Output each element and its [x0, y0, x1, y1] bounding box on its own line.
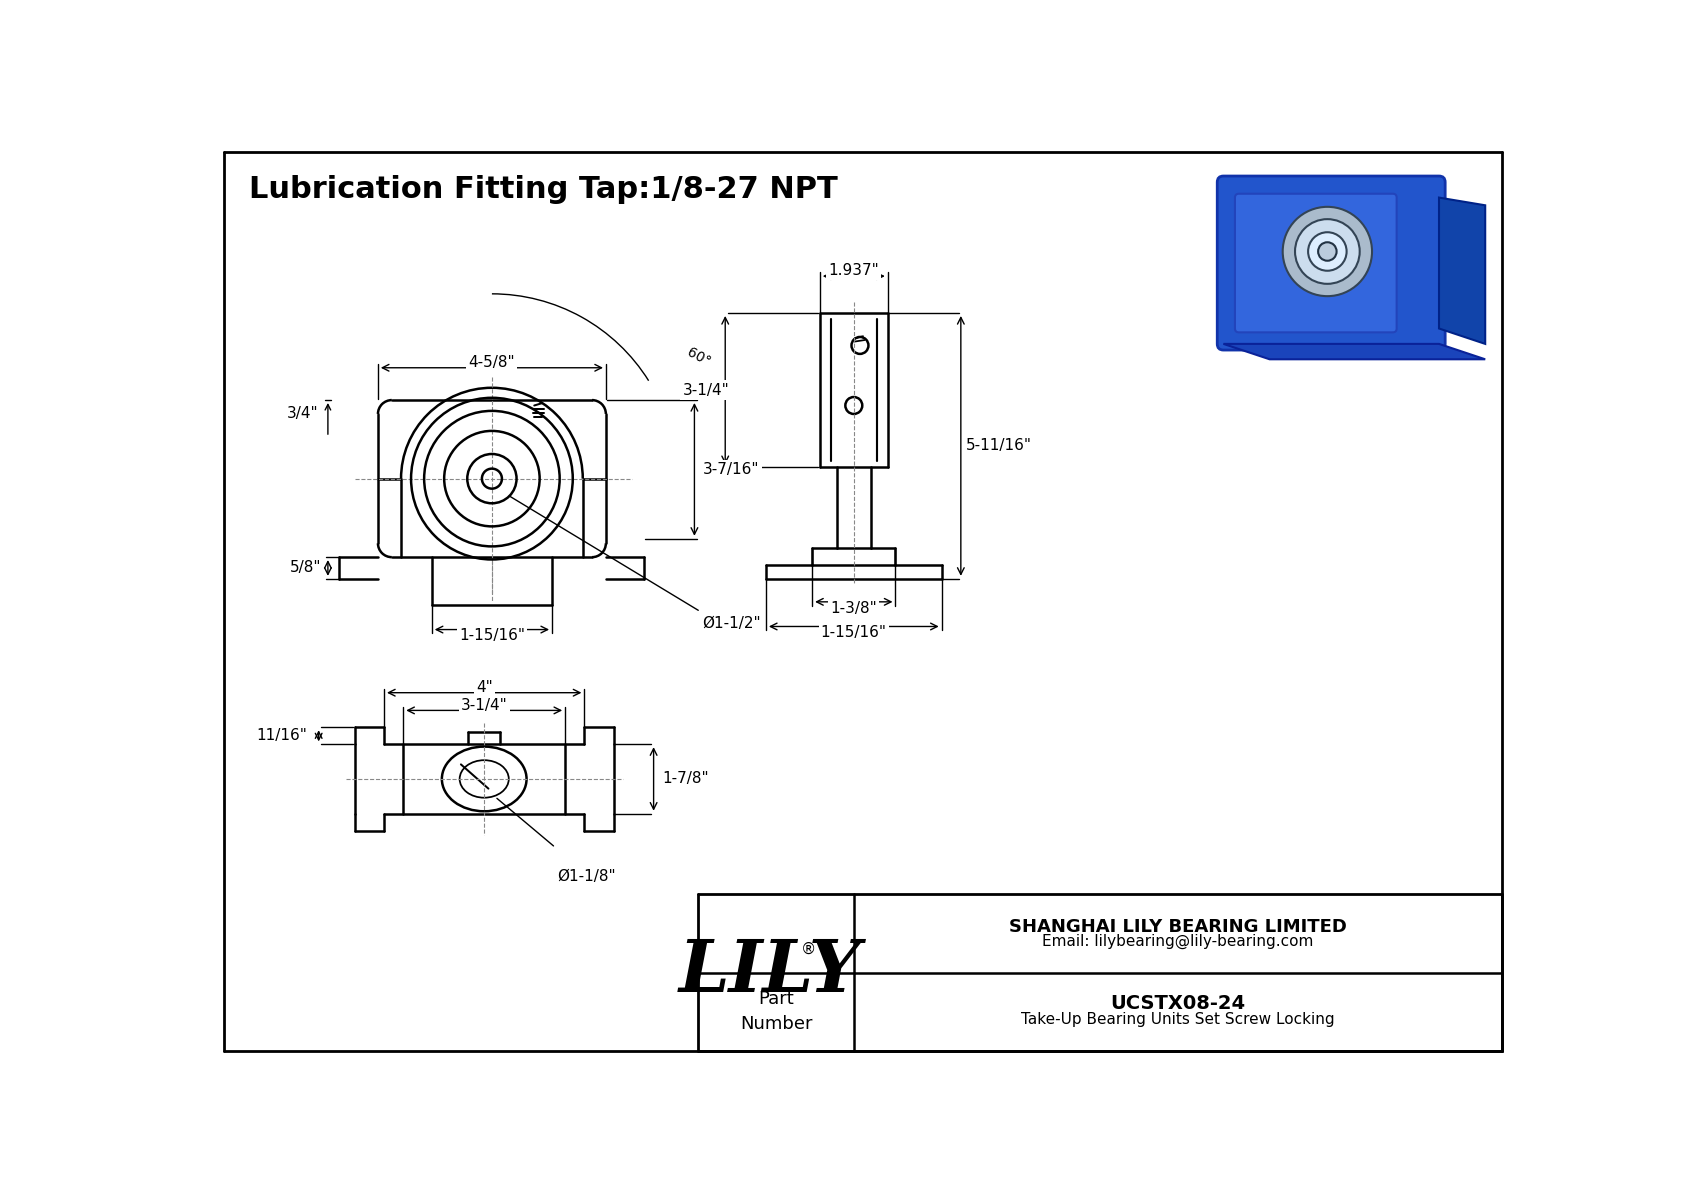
Text: 11/16": 11/16"	[256, 729, 306, 743]
Text: 4-5/8": 4-5/8"	[468, 355, 515, 370]
Text: 1-15/16": 1-15/16"	[460, 628, 525, 643]
Text: Email: lilybearing@lily-bearing.com: Email: lilybearing@lily-bearing.com	[1042, 934, 1314, 949]
Text: LILY: LILY	[679, 936, 861, 1006]
Text: 5/8": 5/8"	[290, 561, 322, 575]
Text: 3-1/4": 3-1/4"	[682, 382, 729, 398]
Text: Part
Number: Part Number	[739, 990, 812, 1033]
Text: Ø1-1/2": Ø1-1/2"	[702, 617, 761, 631]
FancyBboxPatch shape	[1218, 176, 1445, 350]
Circle shape	[1283, 207, 1372, 297]
Polygon shape	[1223, 344, 1485, 360]
Text: Ø1-1/8": Ø1-1/8"	[557, 869, 616, 884]
Polygon shape	[1440, 198, 1485, 344]
Text: SHANGHAI LILY BEARING LIMITED: SHANGHAI LILY BEARING LIMITED	[1009, 918, 1347, 936]
Text: 1-3/8": 1-3/8"	[830, 600, 877, 616]
Text: UCSTX08-24: UCSTX08-24	[1110, 994, 1246, 1014]
Text: 4": 4"	[477, 680, 493, 694]
Text: 60°: 60°	[684, 345, 712, 369]
Circle shape	[1319, 242, 1337, 261]
Text: Take-Up Bearing Units Set Screw Locking: Take-Up Bearing Units Set Screw Locking	[1021, 1012, 1335, 1027]
FancyBboxPatch shape	[1234, 194, 1396, 332]
Text: 3-7/16": 3-7/16"	[704, 462, 759, 476]
Text: Lubrication Fitting Tap:1/8-27 NPT: Lubrication Fitting Tap:1/8-27 NPT	[249, 175, 839, 205]
Text: 5-11/16": 5-11/16"	[967, 438, 1032, 454]
Text: 3/4": 3/4"	[286, 406, 318, 422]
Circle shape	[1308, 232, 1347, 270]
Text: 1.937": 1.937"	[829, 263, 879, 279]
Circle shape	[1295, 219, 1359, 283]
Text: 3-1/4": 3-1/4"	[461, 698, 507, 712]
Text: 1-7/8": 1-7/8"	[662, 772, 709, 786]
Text: 1-15/16": 1-15/16"	[820, 625, 887, 640]
Text: ®: ®	[802, 942, 817, 958]
